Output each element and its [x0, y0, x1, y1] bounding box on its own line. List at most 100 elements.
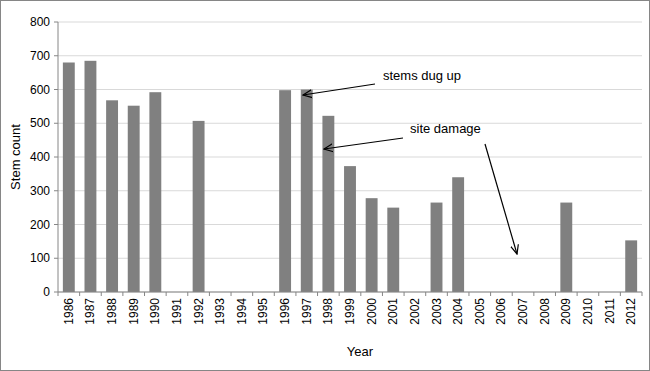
x-tick-label: 2007 [516, 298, 530, 325]
annotation: site damage [410, 121, 481, 136]
x-tick-label: 2012 [624, 298, 638, 325]
x-tick [252, 292, 253, 296]
x-tick-label: 2001 [386, 298, 400, 325]
y-tick-label: 200 [30, 218, 50, 232]
x-tick-label: 1991 [170, 298, 184, 325]
y-tick [54, 22, 58, 23]
y-axis-label: Stem count [8, 124, 23, 190]
x-tick [339, 292, 340, 296]
y-tick-label: 700 [30, 49, 50, 63]
grid-line [58, 157, 642, 158]
y-tick [54, 89, 58, 90]
x-tick [122, 292, 123, 296]
grid-line [58, 89, 642, 90]
x-tick [166, 292, 167, 296]
chart-border [1, 1, 650, 371]
y-tick-label: 100 [30, 251, 50, 265]
y-tick [54, 224, 58, 225]
bar [452, 177, 464, 292]
x-tick [512, 292, 513, 296]
bar [387, 208, 399, 292]
x-tick [274, 292, 275, 296]
x-tick-label: 1995 [256, 298, 270, 325]
x-tick-label: 2008 [538, 298, 552, 325]
x-tick [620, 292, 621, 296]
x-tick [555, 292, 556, 296]
annotation-arrow [485, 144, 517, 254]
grid-line [58, 55, 642, 56]
y-tick-label: 600 [30, 83, 50, 97]
annotation: stems dug up [383, 68, 461, 83]
x-tick [101, 292, 102, 296]
bar [279, 90, 291, 292]
bar [560, 203, 572, 292]
x-tick [490, 292, 491, 296]
y-tick [54, 157, 58, 158]
x-axis-label: Year [347, 344, 374, 359]
x-tick [598, 292, 599, 296]
bar [301, 90, 313, 293]
x-axis [58, 292, 642, 293]
y-tick-label: 800 [30, 15, 50, 29]
bar [84, 61, 96, 292]
x-tick [295, 292, 296, 296]
x-tick [187, 292, 188, 296]
y-tick-label: 0 [43, 285, 50, 299]
x-tick-label: 1999 [343, 298, 357, 325]
x-tick-label: 2002 [408, 298, 422, 325]
x-tick [447, 292, 448, 296]
y-tick-label: 300 [30, 184, 50, 198]
x-tick [58, 292, 59, 296]
bars [63, 61, 637, 292]
x-tick-label: 1986 [62, 298, 76, 325]
y-axis [58, 22, 59, 292]
bar [106, 100, 118, 292]
bar [193, 121, 205, 292]
y-tick [54, 258, 58, 259]
x-tick [468, 292, 469, 296]
x-tick-label: 2000 [365, 298, 379, 325]
annotation-arrow [303, 84, 375, 95]
bar [149, 92, 161, 292]
y-tick [54, 55, 58, 56]
x-tick-label: 2003 [430, 298, 444, 325]
x-tick-label: 1998 [321, 298, 335, 325]
x-tick [425, 292, 426, 296]
x-tick-label: 1994 [235, 298, 249, 325]
x-tick [144, 292, 145, 296]
x-tick [642, 292, 643, 296]
x-tick-label: 2011 [603, 298, 617, 324]
x-tick-label: 1993 [213, 298, 227, 325]
bar [322, 116, 334, 292]
y-tick [54, 292, 58, 293]
x-tick [360, 292, 361, 296]
x-tick-label: 1988 [105, 298, 119, 325]
x-tick-label: 2009 [559, 298, 573, 325]
x-tick-label: 1996 [278, 298, 292, 325]
x-tick [79, 292, 80, 296]
x-tick [577, 292, 578, 296]
chart: 0100200300400500600700800198619871988198… [0, 0, 650, 371]
x-tick [231, 292, 232, 296]
y-tick [54, 190, 58, 191]
bar [63, 63, 75, 293]
bar [625, 240, 637, 292]
x-tick-label: 1997 [300, 298, 314, 325]
x-tick-label: 2010 [581, 298, 595, 325]
bar [128, 106, 140, 292]
x-tick-label: 1989 [127, 298, 141, 325]
x-tick-label: 1990 [148, 298, 162, 325]
x-tick-label: 2004 [451, 298, 465, 325]
y-tick-label: 500 [30, 116, 50, 130]
x-tick [382, 292, 383, 296]
x-tick [404, 292, 405, 296]
y-tick [54, 123, 58, 124]
bar [431, 203, 443, 292]
grid-line [58, 22, 642, 23]
y-tick-label: 400 [30, 150, 50, 164]
x-tick [533, 292, 534, 296]
grid-line [58, 292, 642, 293]
x-tick-label: 1992 [192, 298, 206, 325]
annotation-arrow [324, 138, 403, 149]
grid-line [58, 123, 642, 124]
